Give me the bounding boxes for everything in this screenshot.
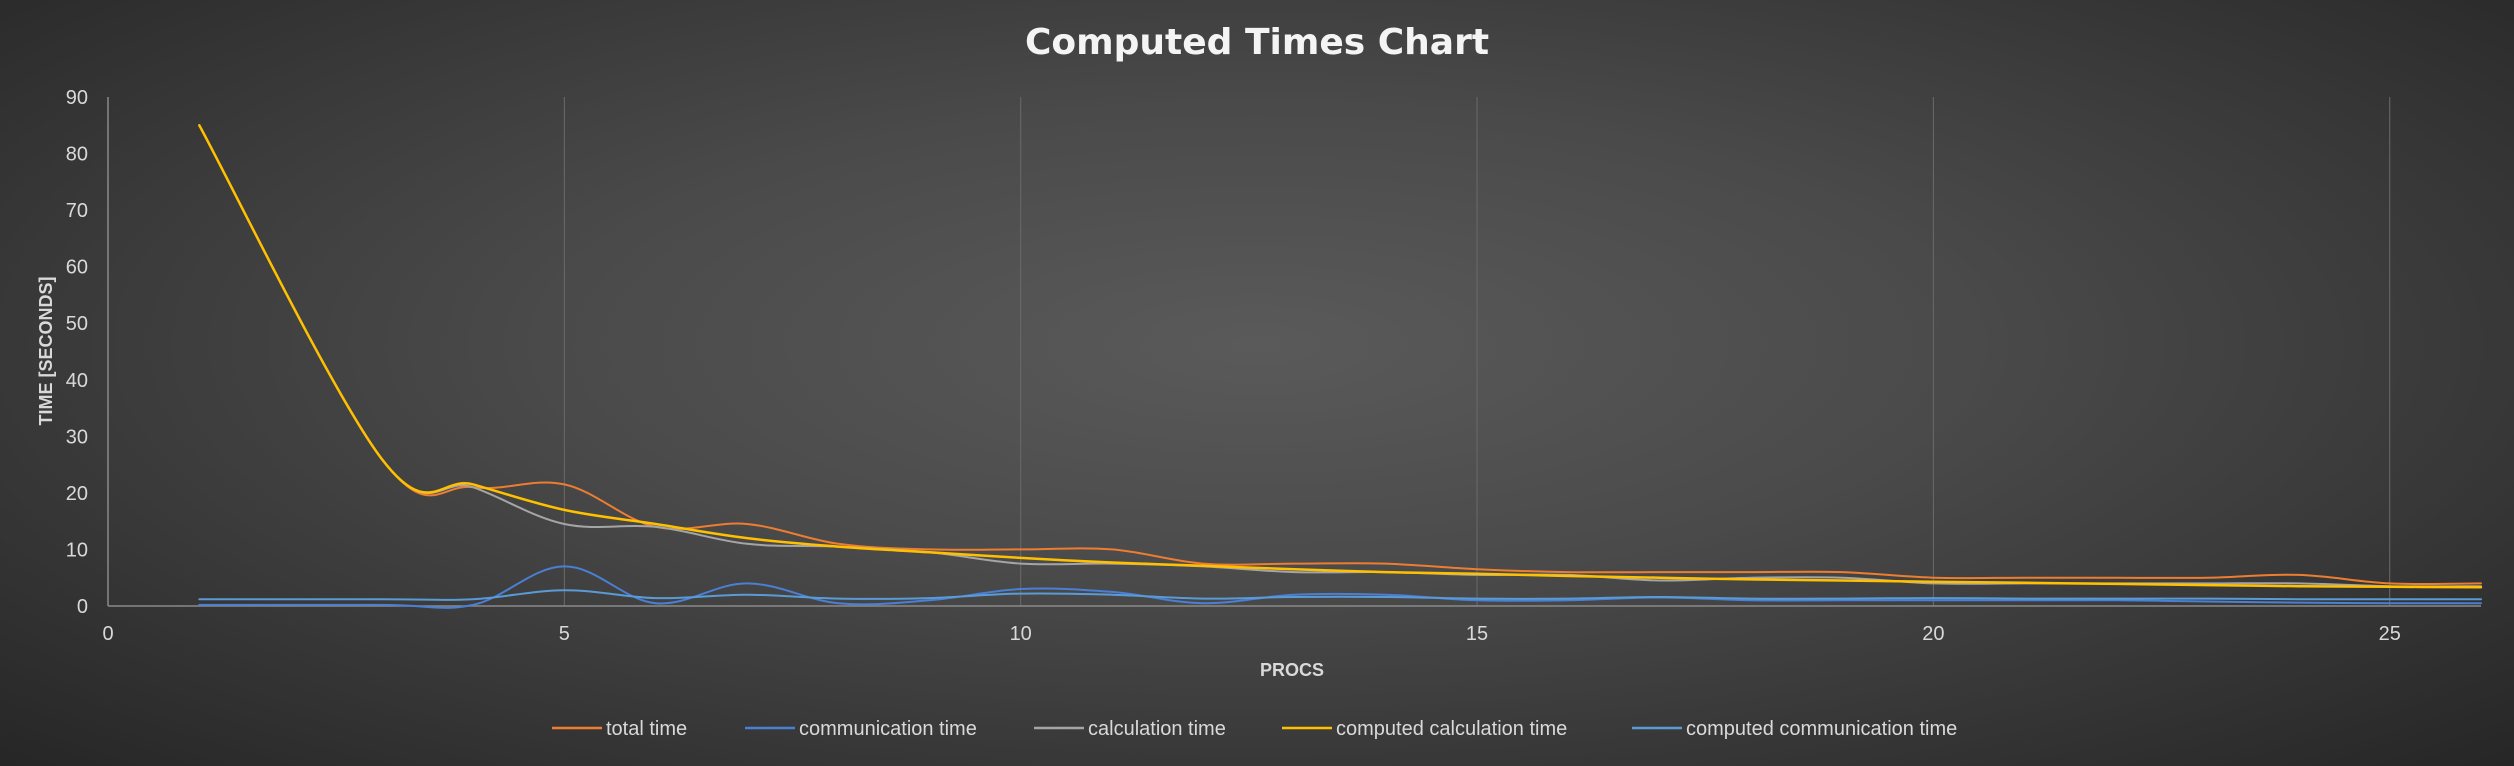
legend-label: computed calculation time [1336, 718, 1567, 740]
y-tick-label: 90 [66, 87, 88, 109]
series-line-computed-communication-time [198, 589, 2482, 601]
y-tick-label: 70 [66, 200, 88, 222]
series-line-communication-time [198, 565, 2482, 609]
y-tick-label: 60 [66, 257, 88, 279]
x-tick-label: 10 [1010, 623, 1032, 645]
x-tick-label: 0 [102, 623, 113, 645]
gridlines [563, 97, 2391, 606]
series-lines [198, 124, 2483, 609]
series-line-total-time [198, 124, 2482, 586]
axes [107, 97, 2481, 607]
y-tick-label: 10 [66, 539, 88, 561]
y-tick-label: 40 [66, 370, 88, 392]
y-axis-ticks: 0 10 20 30 40 50 60 70 80 90 [66, 87, 88, 618]
legend-item[interactable]: computed calculation time [1282, 718, 1567, 740]
legend-item[interactable]: total time [552, 718, 687, 740]
legend[interactable]: total time communication time calculation … [552, 718, 1957, 740]
legend-item[interactable]: calculation time [1034, 718, 1226, 740]
y-tick-label: 20 [66, 483, 88, 505]
x-axis-ticks: 0 5 10 15 20 25 [102, 623, 2400, 645]
legend-item[interactable]: computed communication time [1632, 718, 1957, 740]
legend-label: computed communication time [1686, 718, 1957, 740]
y-tick-label: 50 [66, 313, 88, 335]
x-tick-label: 20 [1922, 623, 1944, 645]
y-tick-label: 30 [66, 426, 88, 448]
legend-label: communication time [799, 718, 977, 740]
y-axis-title: TIME [SECONDS] [36, 276, 56, 425]
x-tick-label: 15 [1466, 623, 1488, 645]
y-tick-label: 80 [66, 144, 88, 166]
legend-label: calculation time [1088, 718, 1226, 740]
x-axis-title: PROCS [1260, 660, 1324, 680]
legend-label: total time [606, 718, 687, 740]
x-tick-label: 5 [559, 623, 570, 645]
chart-title: Computed Times Chart [1025, 22, 1489, 63]
legend-item[interactable]: communication time [745, 718, 977, 740]
series-line-calculation-time [198, 124, 2482, 588]
series-line-computed-calculation-time [198, 124, 2483, 589]
x-tick-label: 25 [2379, 623, 2401, 645]
y-tick-label: 0 [77, 596, 88, 618]
